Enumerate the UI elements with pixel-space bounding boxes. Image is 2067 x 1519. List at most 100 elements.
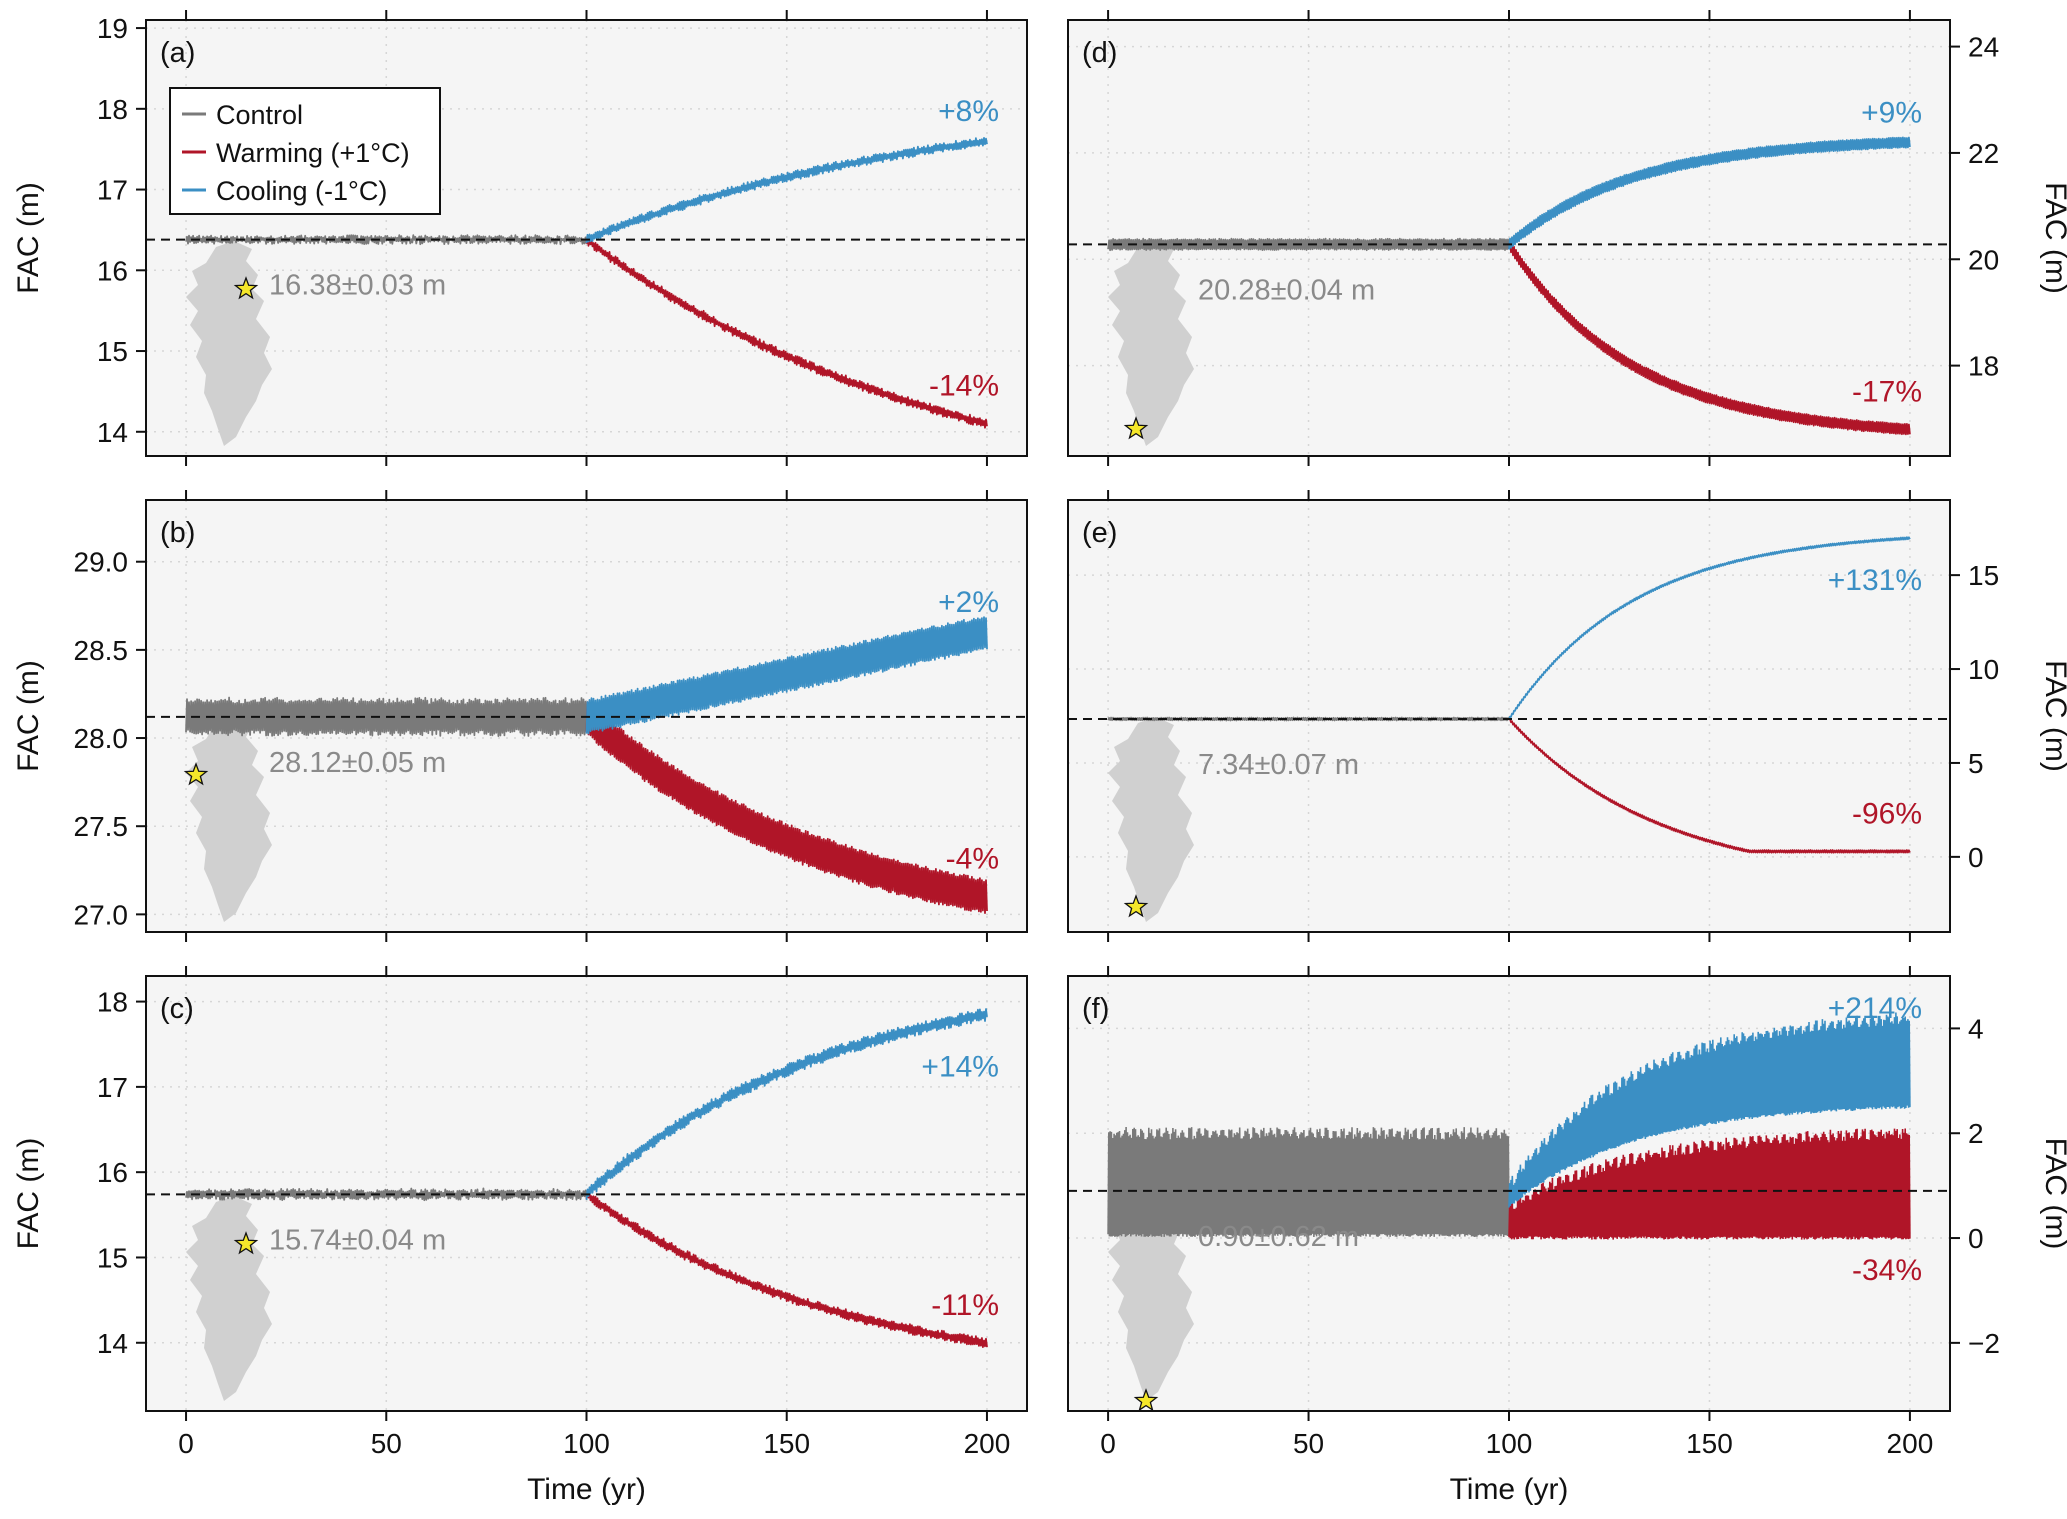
cooling-series [585,616,988,735]
panel-letter: (e) [1082,517,1117,549]
x-axis-label: Time (yr) [1450,1473,1569,1506]
y-tick-label: 15 [1968,560,1999,591]
control-series [1107,1126,1510,1238]
greenland-shape [1108,717,1194,922]
cooling-percent-label: +9% [1861,96,1922,129]
warming-series [1508,1128,1911,1240]
cooling-series [585,136,988,244]
warming-percent-label: -34% [1852,1254,1922,1287]
warming-series [585,236,988,429]
warming-percent-label: -17% [1852,375,1922,408]
y-axis-label: FAC (m) [2039,182,2067,294]
warming-percent-label: -96% [1852,797,1922,830]
baseline-label: 16.38±0.03 m [269,270,446,302]
y-tick-label: 19 [97,13,128,44]
x-tick-label: 100 [563,1428,610,1459]
panel-letter: (d) [1082,37,1117,69]
cooling-series [1508,1012,1911,1208]
x-axis-label: Time (yr) [527,1473,646,1506]
warming-percent-label: -4% [946,843,999,876]
y-tick-label: 17 [97,175,128,206]
x-tick-label: 150 [763,1428,810,1459]
legend-label: Cooling (-1°C) [216,176,387,206]
y-tick-label: −2 [1968,1328,2000,1359]
warming-series [585,701,988,914]
cooling-percent-label: +131% [1828,564,1922,597]
y-axis-label: FAC (m) [12,660,45,772]
cooling-percent-label: +14% [921,1050,999,1083]
x-tick-label: 50 [371,1428,402,1459]
baseline-label: 20.28±0.04 m [1198,274,1375,306]
site-star-icon [233,276,259,300]
baseline-label: 0.90±0.62 m [1198,1221,1359,1253]
series-group [185,1008,988,1348]
greenland-shape [1108,1196,1194,1401]
y-tick-label: 27.5 [74,811,129,842]
panel-b: 27.0 27.5 28.0 28.5 29.0 FAC (m) (b) 28.12±0.05… [12,490,1028,942]
y-axis-label: FAC (m) [2039,660,2067,772]
warming-series [1508,718,1911,854]
x-tick-label: 100 [1486,1428,1533,1459]
greenland-shape [186,717,272,922]
greenland-map [186,241,272,446]
x-tick-label: 150 [1686,1428,1733,1459]
panel-d: 18 20 22 24 FAC (m) (d) 20.28±0.04 m +9% -17% [1067,10,2067,466]
cooling-percent-label: +2% [938,586,999,619]
y-tick-label: 15 [97,336,128,367]
y-tick-label: 10 [1968,654,1999,685]
y-tick-label: 20 [1968,244,1999,275]
control-series [1107,237,1510,252]
panel-letter: (b) [160,517,195,549]
series-group [1107,136,1911,436]
greenland-map [1108,1196,1194,1412]
site-star-icon [1123,416,1149,440]
x-tick-label: 0 [1100,1428,1116,1459]
control-series [185,696,588,737]
greenland-map [183,717,272,922]
x-tick-label: 0 [178,1428,194,1459]
panel-c: 0 50 100 150 200 14 15 16 17 18 FAC (m) Time (yr) (c… [12,966,1028,1506]
y-tick-label: 4 [1968,1013,1984,1044]
site-star-icon [183,762,209,786]
site-star-icon [233,1231,259,1255]
x-tick-label: 50 [1293,1428,1324,1459]
y-axis-label: FAC (m) [2039,1138,2067,1250]
warming-percent-label: -11% [931,1289,999,1322]
legend: Control Warming (+1°C) Cooling (-1°C) [169,87,441,215]
y-axis-label: FAC (m) [12,1138,45,1250]
baseline-label: 15.74±0.04 m [269,1224,446,1256]
y-tick-label: 5 [1968,748,1984,779]
panel-e: 0 5 10 15 FAC (m) (e) 7.34±0.07 m +131% -96% [1067,490,2067,942]
y-tick-label: 16 [97,1157,128,1188]
y-tick-label: 18 [97,987,128,1018]
y-tick-label: 14 [97,417,128,448]
cooling-percent-label: +8% [938,95,999,128]
y-tick-label: 27.0 [74,899,129,930]
greenland-map [186,1196,272,1401]
legend-label: Control [216,100,303,130]
y-tick-label: 0 [1968,1223,1984,1254]
y-axis-label: FAC (m) [12,182,45,294]
warming-series [1508,240,1911,436]
y-tick-label: 18 [1968,351,1999,382]
y-tick-label: 15 [97,1242,128,1273]
baseline-label: 7.34±0.07 m [1198,749,1359,781]
cooling-percent-label: +214% [1828,992,1922,1025]
x-tick-label: 200 [964,1428,1011,1459]
legend-label: Warming (+1°C) [216,138,410,168]
y-tick-label: 2 [1968,1118,1984,1149]
warming-series [585,1190,988,1348]
greenland-shape [1108,241,1194,446]
y-tick-label: 28.5 [74,635,129,666]
panel-letter: (c) [160,993,194,1025]
y-tick-label: 17 [97,1072,128,1103]
series-group [1107,1012,1911,1240]
y-tick-label: 18 [97,94,128,125]
y-tick-label: 16 [97,255,128,286]
control-series [185,1187,588,1202]
y-tick-label: 22 [1968,138,1999,169]
greenland-map [1108,717,1194,922]
legend-box [169,87,441,215]
y-tick-label: 29.0 [74,547,129,578]
